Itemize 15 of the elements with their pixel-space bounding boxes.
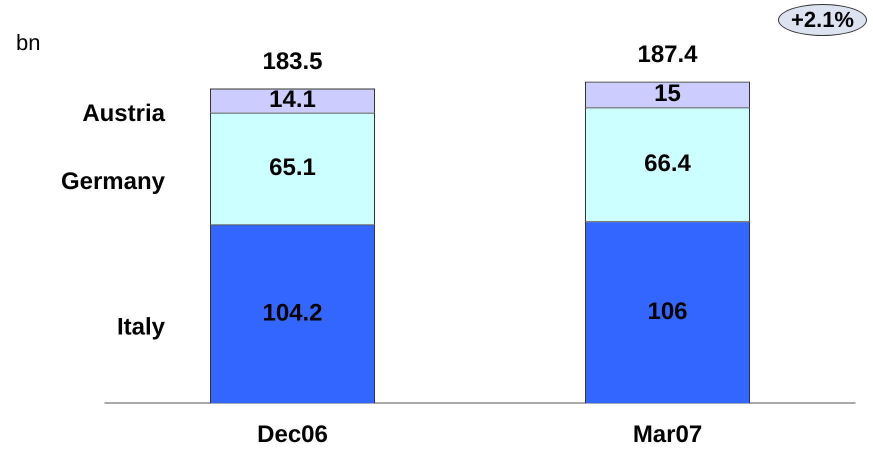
series-label: Germany (60, 168, 166, 196)
data-label: 106 (647, 298, 688, 325)
total-label: 187.4 (637, 41, 698, 68)
y-axis-title: bn (16, 30, 40, 56)
data-label: 14.1 (269, 86, 316, 114)
series-label: Austria (82, 100, 166, 128)
text: +2.1% (778, 4, 867, 36)
data-label: 104.2 (262, 299, 323, 326)
data-label: 65.1 (269, 154, 316, 182)
x-tick-label: Dec06 (257, 421, 328, 448)
data-label: 15 (654, 80, 681, 108)
x-tick-label: Mar07 (632, 421, 702, 448)
series-label: Italy (116, 313, 166, 340)
data-label: 66.4 (644, 150, 692, 177)
total-label: 183.5 (262, 48, 323, 76)
